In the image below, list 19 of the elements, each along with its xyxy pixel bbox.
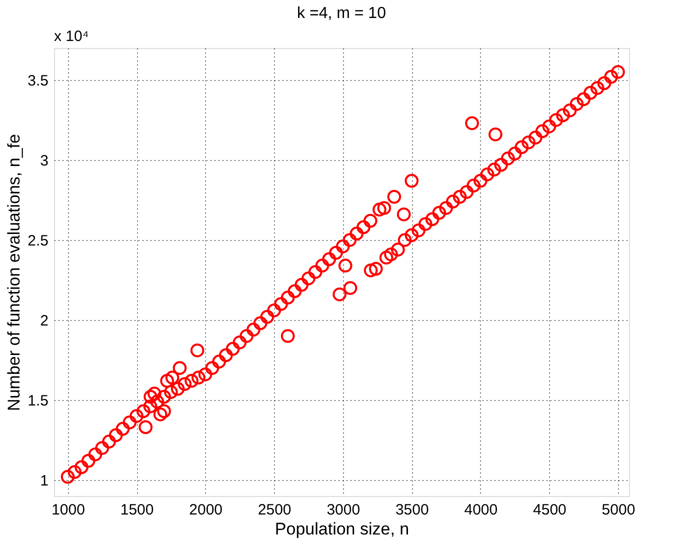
x-tick-label: 4000 (464, 502, 498, 518)
x-tick-label: 2500 (258, 502, 292, 518)
x-tick-label: 3000 (326, 502, 360, 518)
y-tick-label: 2.5 (28, 232, 48, 250)
chart-title: k =4, m = 10 (297, 5, 386, 22)
x-tick-label: 4500 (533, 502, 566, 518)
x-tick-label: 1500 (120, 502, 154, 518)
y-tick-label: 3.5 (28, 72, 48, 90)
y-tick-label: 2 (40, 312, 48, 330)
y-tick-label: 1.5 (28, 392, 48, 410)
text: x 10⁴ (54, 28, 89, 45)
x-tick-label: 3500 (395, 502, 429, 518)
x-axis-title: Population size, n (274, 520, 410, 538)
y-axis-title: Number of function evaluations, n_fe (4, 134, 24, 411)
x-tick-label: 1000 (52, 502, 85, 518)
x-tick-label: 5000 (602, 502, 636, 518)
y-tick-label: 3 (40, 152, 48, 170)
y-tick-label: 1 (40, 472, 48, 490)
x-tick-label: 2000 (189, 502, 223, 518)
